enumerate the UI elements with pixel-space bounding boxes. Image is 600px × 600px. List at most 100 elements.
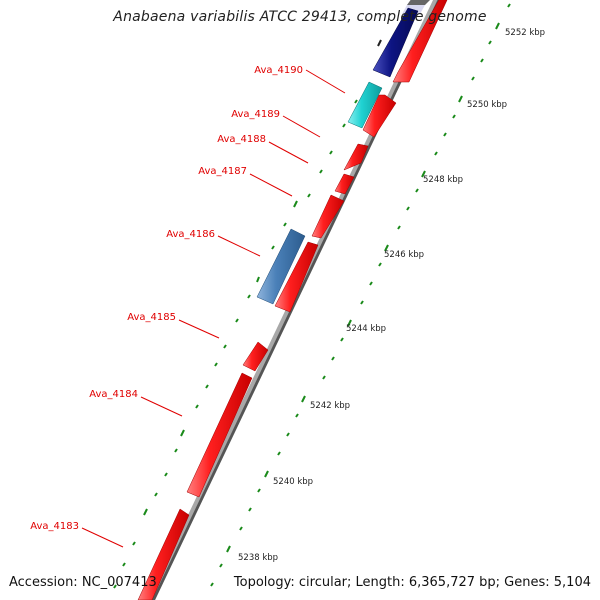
- inner-tick: [154, 492, 158, 497]
- inner-tick-track: [113, 99, 358, 589]
- inner-tick: [342, 123, 346, 128]
- inner-tick: [329, 150, 333, 155]
- scale-tick: [257, 488, 261, 493]
- inner-tick: [214, 362, 218, 367]
- cds-forward-8: [186, 372, 253, 498]
- scale-tick: [248, 507, 252, 512]
- scale-tick-major: [458, 95, 463, 103]
- scale-tick-major: [347, 319, 352, 327]
- gene-label-ava4186[interactable]: Ava_4186: [166, 229, 215, 240]
- inner-tick: [307, 193, 311, 198]
- cds-forward-4: [334, 173, 355, 195]
- inner-tick: [354, 99, 358, 104]
- inner-tick: [283, 222, 287, 227]
- cds-forward-3: [343, 143, 369, 171]
- inner-tick: [319, 169, 323, 174]
- scale-tick: [360, 300, 364, 305]
- scale-tick-major: [264, 470, 269, 478]
- map-title: Anabaena variabilis ATCC 29413, complete…: [113, 9, 487, 25]
- gene-label-ava4189[interactable]: Ava_4189: [231, 109, 280, 120]
- cds-forward-6: [274, 241, 319, 313]
- cds-cyan: [347, 81, 383, 129]
- cds-navy: [372, 7, 419, 78]
- leader-ava4187: [249, 173, 293, 197]
- scale-tick: [480, 58, 484, 63]
- scale-tick: [239, 526, 243, 531]
- scale-tick: [295, 413, 299, 418]
- marker-dash-top: [377, 39, 382, 47]
- inner-tick: [180, 429, 185, 437]
- scale-label-5238: 5238 kbp: [238, 553, 278, 563]
- leader-ava4186: [217, 235, 261, 257]
- inner-tick: [271, 245, 275, 250]
- scale-tick: [507, 3, 511, 8]
- scale-tick: [415, 188, 419, 193]
- inner-tick: [164, 472, 168, 477]
- feature-grey-top: [407, 0, 430, 5]
- cds-forward-2: [362, 94, 397, 138]
- genome-summary-text: Topology: circular; Length: 6,365,727 bp…: [233, 575, 591, 590]
- scale-tick: [397, 225, 401, 230]
- scale-label-5250: 5250 kbp: [467, 100, 507, 110]
- gene-label-ava4187[interactable]: Ava_4187: [198, 166, 247, 177]
- inner-tick: [205, 384, 209, 389]
- inner-tick: [223, 344, 227, 349]
- scale-tick: [219, 563, 223, 568]
- inner-tick: [122, 562, 126, 567]
- scale-tick: [406, 206, 410, 211]
- scale-tick: [434, 151, 438, 156]
- scale-label-5240: 5240 kbp: [273, 477, 313, 487]
- cds-forward-7: [242, 341, 269, 372]
- leader-ava4183: [81, 527, 124, 548]
- inner-tick: [256, 276, 260, 283]
- scale-tick-major: [495, 22, 500, 30]
- scale-label-5246: 5246 kbp: [384, 250, 424, 260]
- inner-tick: [143, 508, 148, 516]
- inner-tick: [293, 200, 298, 208]
- scale-tick: [452, 114, 456, 119]
- scale-tick: [331, 356, 335, 361]
- leader-ava4189: [282, 115, 321, 138]
- scale-tick-major: [384, 244, 389, 252]
- cds-forward-9: [137, 508, 190, 600]
- cds-steel: [256, 228, 306, 305]
- leader-ava4185: [178, 319, 220, 339]
- scale-tick-major: [421, 170, 426, 178]
- scale-tick-track: [210, 3, 511, 587]
- scale-tick: [340, 337, 344, 342]
- scale-label-5248: 5248 kbp: [423, 175, 463, 185]
- inner-tick: [113, 584, 117, 589]
- inner-tick: [247, 294, 251, 299]
- scale-tick: [443, 132, 447, 137]
- leader-ava4184: [140, 396, 183, 417]
- leader-ava4190: [305, 69, 346, 94]
- gene-label-ava4190[interactable]: Ava_4190: [254, 65, 303, 76]
- scale-tick: [369, 281, 373, 286]
- inner-tick: [235, 318, 239, 323]
- scale-tick: [322, 375, 326, 380]
- inner-tick: [132, 541, 136, 546]
- scale-tick: [471, 76, 475, 81]
- gene-label-ava4185[interactable]: Ava_4185: [127, 312, 176, 323]
- scale-label-5244: 5244 kbp: [346, 324, 386, 334]
- scale-tick: [286, 432, 290, 437]
- scale-tick: [378, 262, 382, 267]
- cds-forward-1: [392, 0, 448, 83]
- scale-tick-major: [301, 395, 306, 403]
- cds-forward-5: [311, 194, 345, 239]
- accession-text: Accession: NC_007413: [9, 575, 157, 590]
- inner-tick: [174, 448, 178, 453]
- scale-label-5252: 5252 kbp: [505, 28, 545, 38]
- label-leaders: [81, 69, 346, 548]
- scale-labels: 5252 kbp 5250 kbp 5248 kbp 5246 kbp 5244…: [238, 28, 545, 563]
- gene-labels: Ava_4190 Ava_4189 Ava_4188 Ava_4187 Ava_…: [30, 65, 303, 532]
- gene-label-ava4183[interactable]: Ava_4183: [30, 521, 79, 532]
- gene-label-ava4184[interactable]: Ava_4184: [89, 389, 138, 400]
- inner-tick: [195, 404, 199, 409]
- scale-label-5242: 5242 kbp: [310, 401, 350, 411]
- gene-label-ava4188[interactable]: Ava_4188: [217, 134, 266, 145]
- scale-tick: [488, 40, 492, 45]
- leader-ava4188: [268, 141, 309, 164]
